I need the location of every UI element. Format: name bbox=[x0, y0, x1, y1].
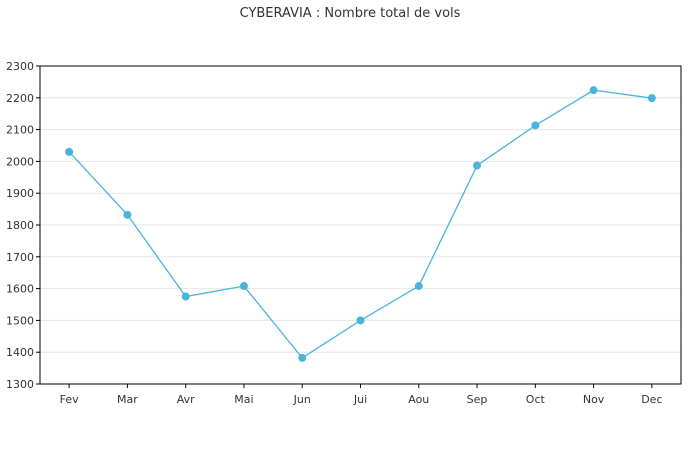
data-point-jun bbox=[298, 353, 307, 362]
chart-title: CYBERAVIA : Nombre total de vols bbox=[240, 6, 461, 21]
x-tick-label: Oct bbox=[526, 393, 546, 406]
x-tick-label: Fev bbox=[60, 393, 79, 406]
data-point-nov bbox=[589, 86, 598, 95]
x-tick-label: Avr bbox=[177, 393, 195, 406]
y-tick-label: 1600 bbox=[6, 283, 34, 296]
series-layer bbox=[65, 86, 656, 362]
data-point-aou bbox=[414, 282, 423, 291]
x-tick-label: Mar bbox=[117, 393, 138, 406]
data-point-mai bbox=[239, 282, 248, 291]
gridlines bbox=[40, 97, 681, 353]
x-tick-label: Jui bbox=[353, 393, 367, 406]
y-tick-label: 2100 bbox=[6, 124, 34, 137]
y-tick-label: 2300 bbox=[6, 60, 34, 73]
axes: 1300 1400 1500 1600 1700 1800 1900 2000 2100 2200… bbox=[6, 60, 682, 406]
data-point-jui bbox=[356, 316, 365, 325]
y-tick-label: 1900 bbox=[6, 187, 34, 200]
x-tick-label: Nov bbox=[583, 393, 605, 406]
data-point-avr bbox=[181, 292, 190, 301]
y-tick-label: 1700 bbox=[6, 251, 34, 264]
y-tick-label: 2200 bbox=[6, 92, 34, 105]
data-point-dec bbox=[647, 94, 656, 103]
y-tick-label: 1300 bbox=[6, 378, 34, 391]
y-tick-label: 2000 bbox=[6, 155, 34, 168]
x-tick-label: Sep bbox=[467, 393, 488, 406]
y-tick-label: 1400 bbox=[6, 346, 34, 359]
x-tick-label: Mai bbox=[234, 393, 253, 406]
data-point-mar bbox=[123, 210, 132, 219]
x-tick-label: Aou bbox=[408, 393, 429, 406]
x-tick-label: Dec bbox=[641, 393, 662, 406]
data-point-oct bbox=[531, 121, 540, 130]
data-point-sep bbox=[473, 161, 482, 170]
data-point-fev bbox=[65, 147, 74, 156]
x-tick-label: Jun bbox=[293, 393, 311, 406]
y-tick-label: 1800 bbox=[6, 219, 34, 232]
y-tick-label: 1500 bbox=[6, 314, 34, 327]
